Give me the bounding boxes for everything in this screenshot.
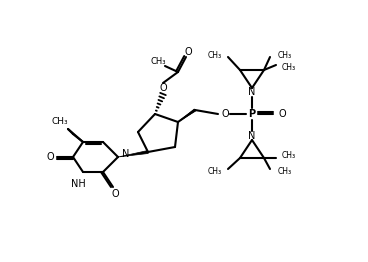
Text: CH₃: CH₃ [278,167,292,177]
Text: CH₃: CH₃ [282,151,296,161]
Text: NH: NH [71,179,85,189]
Text: N: N [248,87,256,97]
Text: O: O [221,109,229,119]
Text: CH₃: CH₃ [208,167,222,177]
Text: N: N [122,149,130,159]
Text: O: O [184,47,192,57]
Text: O: O [46,152,54,162]
Text: CH₃: CH₃ [282,63,296,72]
Text: CH₃: CH₃ [52,117,68,127]
Polygon shape [178,109,196,122]
Text: CH₃: CH₃ [278,51,292,59]
Text: O: O [278,109,286,119]
Text: CH₃: CH₃ [208,51,222,59]
Text: O: O [159,83,167,93]
Text: O: O [111,189,119,199]
Text: N: N [248,131,256,141]
Text: CH₃: CH₃ [150,57,166,67]
Text: P: P [248,109,255,119]
Polygon shape [118,151,148,157]
